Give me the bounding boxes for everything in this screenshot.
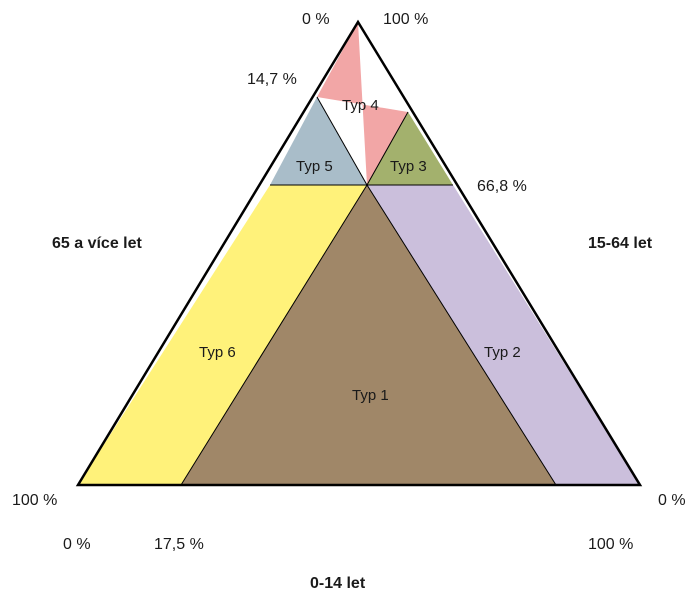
axis-label-right: 15-64 let bbox=[588, 235, 653, 252]
region-typ6 bbox=[78, 185, 367, 485]
region-label-typ1: Typ 1 bbox=[352, 387, 389, 404]
region-borders bbox=[180, 96, 557, 486]
region-label-typ5: Typ 5 bbox=[296, 158, 333, 175]
tick-bottom-right: 100 % bbox=[588, 536, 634, 553]
axis-label-left: 65 a více let bbox=[52, 235, 142, 252]
tick-right-bottom: 0 % bbox=[658, 492, 686, 509]
region-label-typ6: Typ 6 bbox=[199, 344, 236, 361]
tick-left-bottom: 100 % bbox=[12, 492, 58, 509]
region-label-typ2: Typ 2 bbox=[484, 344, 521, 361]
region-typ4 bbox=[317, 22, 408, 185]
axis-label-bottom: 0-14 let bbox=[310, 575, 366, 592]
tick-top-left: 0 % bbox=[302, 11, 330, 28]
region-typ2 bbox=[367, 185, 640, 485]
tick-bottom-mid: 17,5 % bbox=[154, 536, 204, 553]
tick-left-upper: 14,7 % bbox=[247, 71, 297, 88]
region-label-typ3: Typ 3 bbox=[390, 158, 427, 175]
region-typ1 bbox=[181, 185, 556, 485]
tick-bottom-left: 0 % bbox=[63, 536, 91, 553]
region-typ5 bbox=[270, 97, 367, 185]
region-typ3 bbox=[367, 112, 453, 185]
tick-right-upper: 66,8 % bbox=[477, 178, 527, 195]
tick-top-right: 100 % bbox=[383, 11, 429, 28]
region-label-typ4: Typ 4 bbox=[342, 97, 379, 114]
triangle-outline bbox=[75, 19, 643, 487]
